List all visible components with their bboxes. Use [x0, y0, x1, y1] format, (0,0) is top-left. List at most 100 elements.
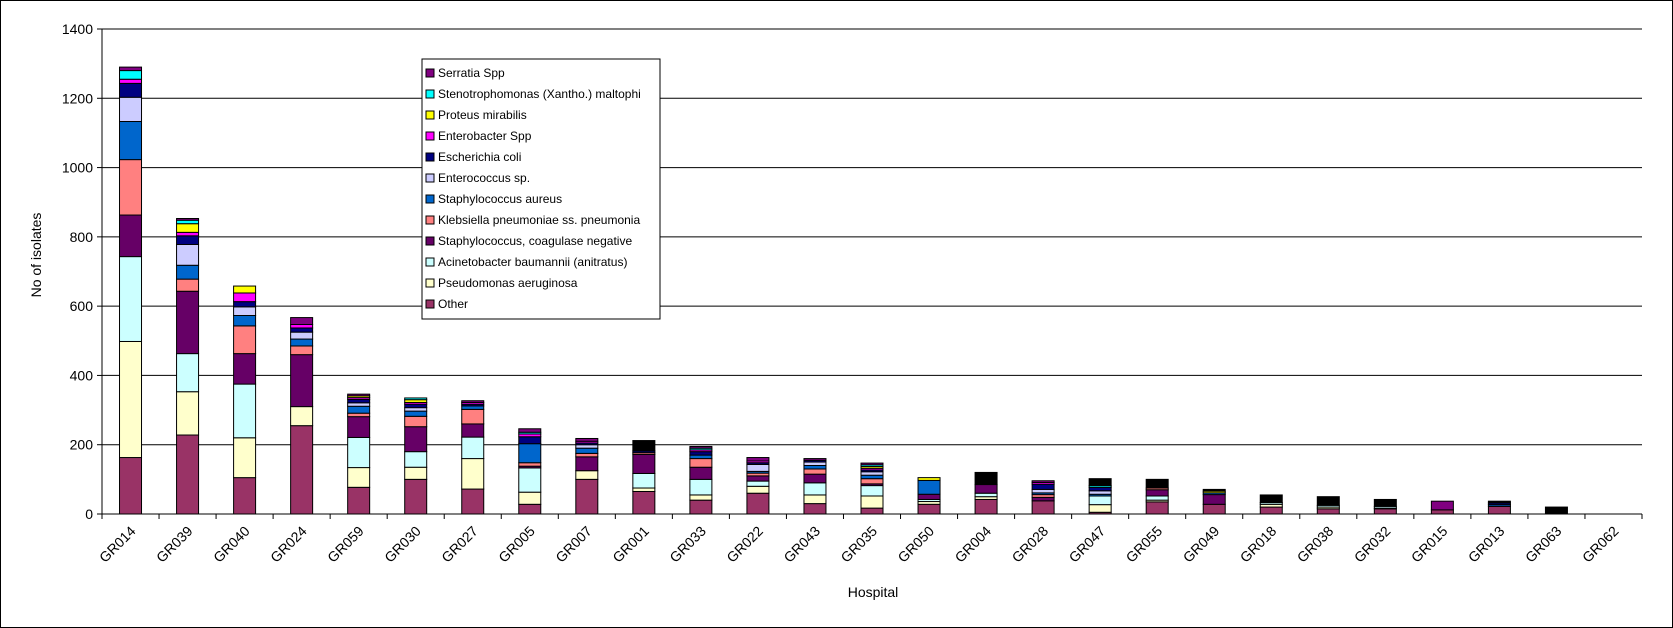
legend-swatch — [425, 173, 435, 183]
bar-segment — [347, 402, 371, 407]
bar-segment — [746, 475, 770, 482]
bar-segment — [119, 70, 143, 80]
bar-segment — [1031, 480, 1055, 483]
bar-segment — [1088, 495, 1112, 506]
bar-segment — [632, 453, 656, 474]
bar-segment — [575, 478, 599, 515]
bar-segment — [1088, 486, 1112, 492]
bar-segment — [689, 445, 713, 449]
bar-segment — [347, 412, 371, 418]
bar-segment — [689, 478, 713, 496]
bar-segment — [803, 465, 827, 470]
bar-segment — [404, 426, 428, 453]
bar-segment — [176, 278, 200, 292]
bar-segment — [233, 314, 257, 327]
bar-segment — [233, 383, 257, 439]
bar-segment — [575, 437, 599, 442]
x-tick-label: GR004 — [952, 523, 995, 566]
bar-segment — [290, 324, 314, 329]
x-tick-label: GR005 — [495, 523, 538, 566]
legend-swatch — [425, 131, 435, 141]
y-axis-title: No of isolates — [28, 213, 44, 298]
bar-segment — [1031, 483, 1055, 490]
bar-segment — [233, 301, 257, 308]
bar-segment — [860, 478, 884, 485]
bar-segment — [1373, 498, 1397, 507]
bar-segment — [1316, 496, 1340, 506]
bar-segment — [1316, 508, 1340, 515]
bar-segment — [917, 493, 941, 500]
bar-segment — [404, 478, 428, 515]
bar-segment — [290, 354, 314, 408]
bar-segment — [746, 492, 770, 515]
legend-label: Staphylococcus aureus — [438, 192, 562, 206]
bar-segment — [1430, 509, 1454, 515]
bar-segment — [1145, 501, 1169, 515]
bar-segment — [803, 494, 827, 505]
bar-segment — [974, 492, 998, 498]
bar-segment — [1202, 488, 1226, 492]
bar-segment — [404, 407, 428, 412]
bar-segment — [461, 488, 485, 515]
y-tick-label: 400 — [70, 367, 94, 383]
bar-segment — [1031, 500, 1055, 515]
bar-segment — [119, 340, 143, 459]
y-tick-label: 200 — [70, 437, 94, 453]
bar-segment — [1145, 489, 1169, 497]
y-tick-label: 600 — [70, 298, 94, 314]
bar-segment — [689, 451, 713, 456]
bar-segment — [974, 498, 998, 515]
bar-segment — [860, 471, 884, 476]
bar-segment — [119, 120, 143, 161]
bar-segment — [1373, 508, 1397, 515]
bar-segment — [233, 437, 257, 479]
x-tick-label: GR049 — [1180, 523, 1223, 566]
bar-segment — [1544, 506, 1568, 515]
bar-segment — [518, 436, 542, 445]
x-tick-label: GR047 — [1066, 523, 1109, 566]
x-tick-label: GR027 — [438, 523, 481, 566]
bar-segment — [689, 499, 713, 515]
bar-segment — [404, 451, 428, 468]
bar-segment — [518, 467, 542, 493]
y-tick-label: 1200 — [62, 90, 93, 106]
legend-label: Serratia Spp — [438, 66, 505, 80]
x-tick-label: GR043 — [780, 523, 823, 566]
bar-segment — [119, 214, 143, 258]
x-tick-label: GR040 — [210, 523, 253, 566]
legend-label: Escherichia coli — [438, 150, 521, 164]
y-tick-label: 800 — [70, 229, 94, 245]
bar-segment — [746, 480, 770, 487]
bar-segment — [461, 423, 485, 438]
bar-segment — [347, 486, 371, 515]
legend-label: Klebsiella pneumoniae ss. pneumonia — [438, 213, 640, 227]
bar-segment — [917, 503, 941, 515]
bar-segment — [803, 461, 827, 466]
x-tick-label: GR038 — [1294, 523, 1337, 566]
bar-segment — [347, 393, 371, 397]
x-tick-label: GR001 — [609, 523, 652, 566]
bar-segment — [518, 428, 542, 433]
bar-segment — [689, 458, 713, 468]
x-tick-label: GR032 — [1351, 523, 1394, 566]
x-tick-label: GR063 — [1522, 523, 1565, 566]
bar-segment — [575, 447, 599, 454]
bar-segment — [347, 416, 371, 438]
bar-segment — [632, 490, 656, 515]
legend-box — [421, 58, 661, 320]
bar-segment — [119, 159, 143, 216]
legend-swatch — [425, 194, 435, 204]
bar-segment — [689, 466, 713, 480]
bar-segment — [461, 405, 485, 410]
bar-segment — [518, 491, 542, 505]
legend-swatch — [425, 89, 435, 99]
x-tick-label: GR062 — [1579, 523, 1622, 566]
axes — [97, 28, 1643, 519]
bar-segment — [518, 503, 542, 515]
bar-segment — [1031, 488, 1055, 494]
x-tick-label: GR024 — [267, 523, 310, 566]
bar-segment — [176, 223, 200, 233]
bar-segment — [119, 82, 143, 98]
bar-segment — [176, 219, 200, 225]
